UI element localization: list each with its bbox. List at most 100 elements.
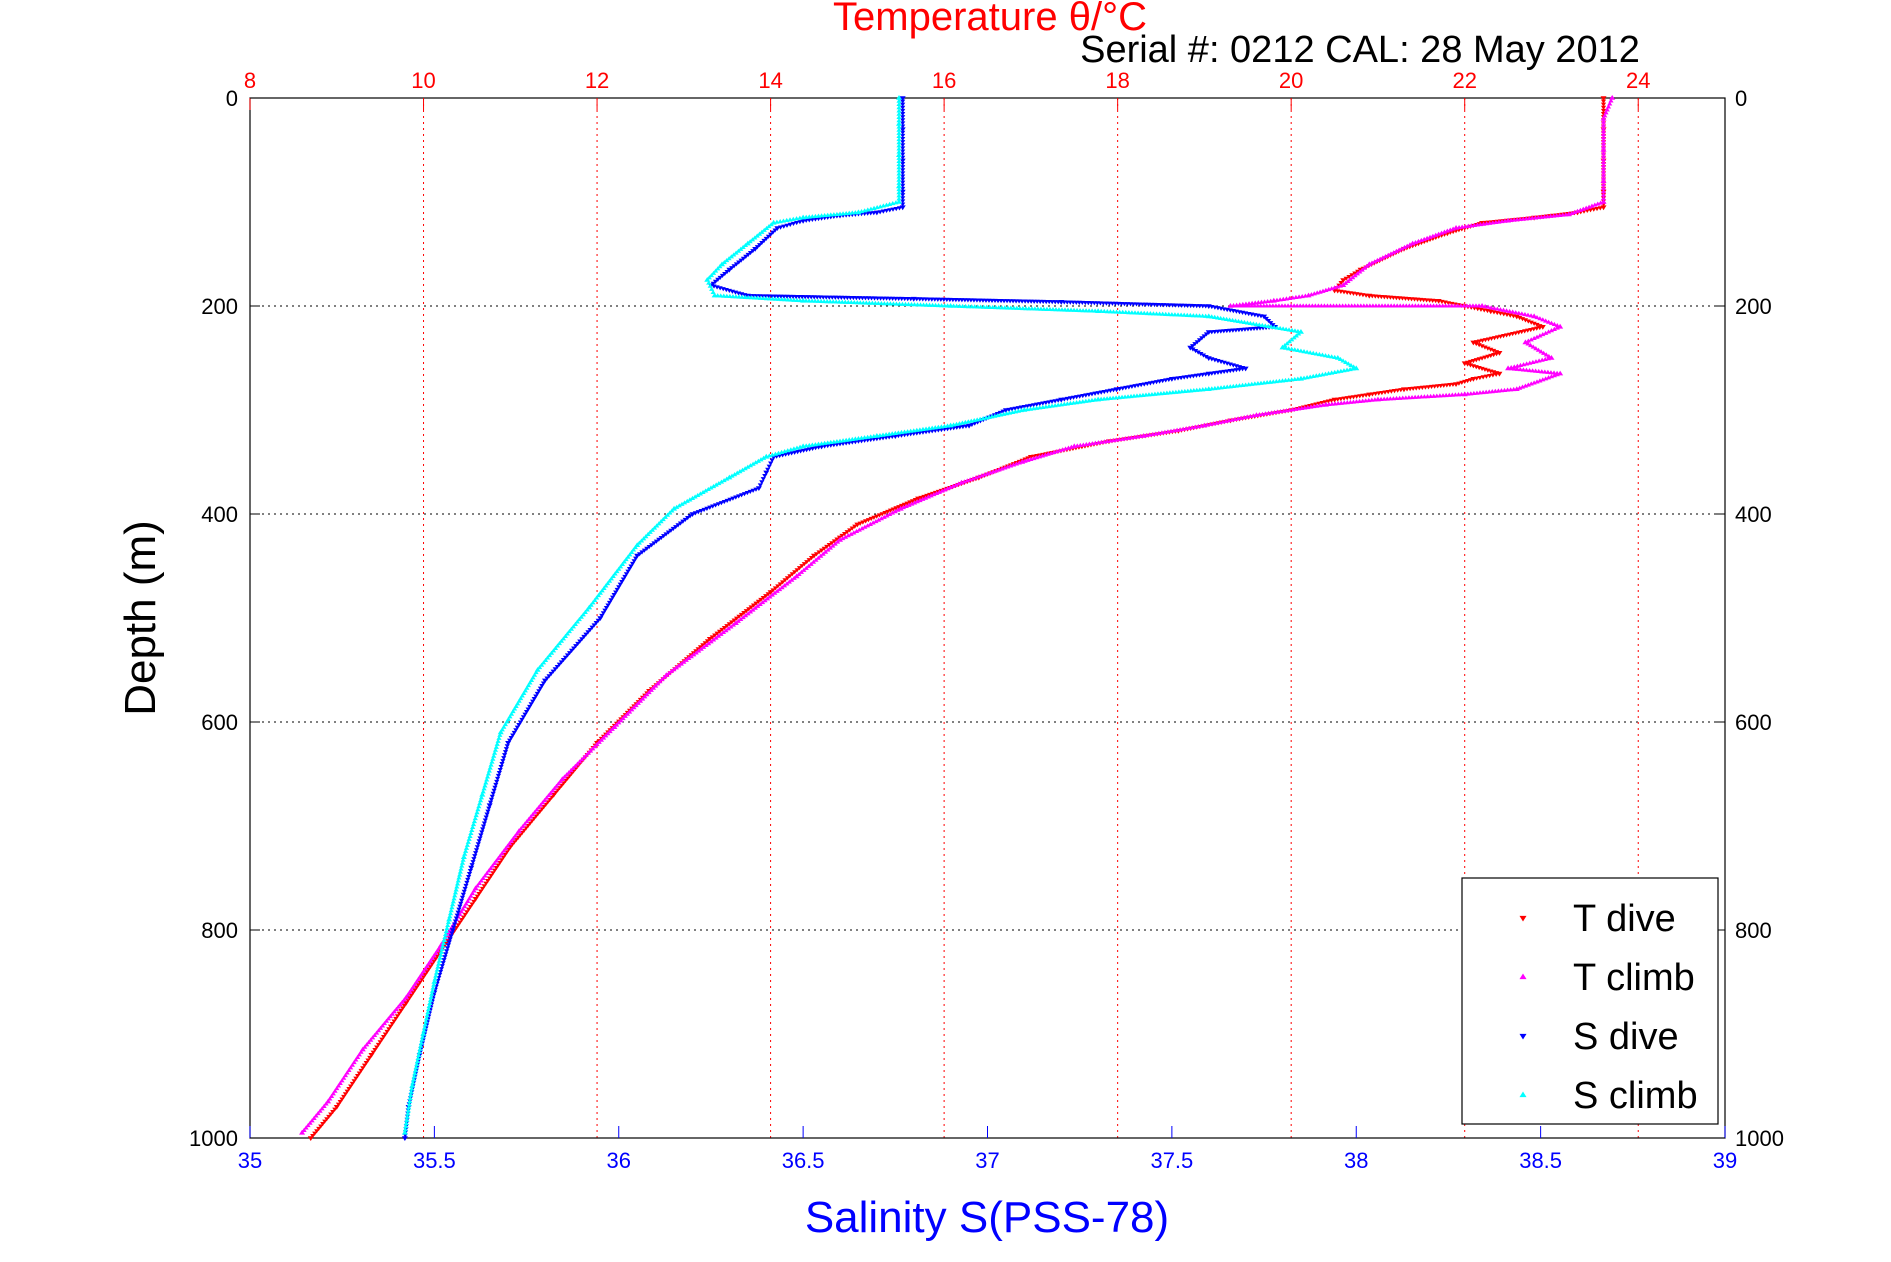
data-point	[554, 643, 561, 648]
data-point	[1356, 398, 1363, 403]
data-point	[577, 639, 583, 644]
data-point	[1271, 324, 1277, 330]
data-point	[498, 765, 504, 770]
data-point	[893, 506, 899, 511]
data-point	[1541, 350, 1547, 355]
data-point	[333, 1105, 340, 1110]
data-point	[1551, 321, 1557, 327]
data-point	[456, 907, 462, 912]
data-point	[718, 479, 725, 484]
data-point	[458, 866, 464, 871]
data-point	[1009, 409, 1016, 415]
data-point	[1212, 385, 1218, 391]
data-point	[328, 1112, 334, 1117]
data-point	[1268, 324, 1274, 329]
data-point	[460, 915, 467, 920]
data-point	[1513, 314, 1520, 320]
data-point	[1542, 356, 1548, 362]
data-point	[1049, 403, 1055, 408]
data-point	[465, 877, 471, 883]
data-point	[449, 931, 455, 936]
data-point	[929, 425, 935, 430]
data-point	[508, 838, 515, 843]
data-point	[1520, 367, 1526, 372]
data-point	[867, 521, 873, 526]
data-point	[1548, 370, 1554, 375]
data-point	[973, 475, 979, 480]
data-point	[896, 130, 902, 135]
data-point	[462, 886, 468, 891]
data-point	[344, 1089, 350, 1094]
data-point	[1338, 281, 1344, 286]
data-point	[503, 747, 509, 752]
data-point	[759, 229, 765, 234]
data-point	[883, 432, 889, 437]
data-point	[520, 823, 526, 829]
data-point	[907, 500, 913, 505]
data-point	[485, 771, 492, 776]
data-point	[1314, 403, 1320, 408]
tick-label-temperature: 18	[1105, 68, 1129, 93]
data-point	[1297, 329, 1304, 334]
data-point	[881, 514, 887, 519]
data-point	[402, 1127, 408, 1132]
data-point	[599, 588, 605, 593]
data-point	[695, 492, 701, 497]
data-point	[313, 1113, 319, 1118]
data-point	[900, 193, 906, 198]
data-point	[568, 767, 574, 773]
data-point	[1287, 407, 1293, 412]
data-point	[1258, 380, 1264, 385]
data-point	[486, 876, 493, 881]
data-point	[1010, 462, 1017, 467]
data-point	[483, 881, 489, 886]
data-point	[412, 988, 418, 993]
data-point	[728, 624, 734, 629]
data-point	[1586, 204, 1592, 209]
data-point	[596, 739, 602, 744]
data-point	[1310, 350, 1316, 355]
data-point	[723, 628, 729, 633]
data-point	[983, 415, 989, 420]
data-point	[407, 1099, 413, 1104]
data-point	[622, 713, 628, 718]
data-point	[1522, 383, 1529, 388]
data-point	[889, 510, 896, 515]
data-point	[1226, 418, 1232, 423]
data-point	[745, 464, 751, 469]
data-point	[846, 210, 852, 215]
data-point	[490, 791, 496, 796]
data-point	[620, 577, 626, 582]
data-point	[1522, 311, 1528, 317]
data-point	[791, 575, 797, 580]
data-point	[747, 489, 753, 494]
data-point	[880, 432, 886, 437]
data-point	[325, 1098, 332, 1104]
data-point	[1484, 221, 1490, 226]
data-point	[651, 525, 658, 530]
data-point	[1498, 388, 1505, 393]
data-point	[532, 809, 538, 814]
data-point	[379, 1037, 385, 1042]
data-point	[1548, 320, 1555, 325]
data-point	[1252, 300, 1258, 305]
data-point	[732, 472, 738, 477]
series-t-climb	[299, 95, 1616, 1135]
data-point	[384, 1029, 390, 1034]
data-point	[1526, 367, 1533, 373]
data-point	[1215, 315, 1221, 320]
data-point	[784, 581, 790, 586]
data-point	[884, 513, 890, 518]
data-point	[774, 219, 780, 224]
data-point	[1592, 202, 1598, 207]
data-point	[1385, 252, 1391, 257]
data-point	[502, 750, 509, 755]
data-point	[409, 1083, 416, 1088]
data-point	[1600, 182, 1607, 187]
data-point	[575, 641, 581, 647]
data-point	[1348, 362, 1354, 367]
data-point	[517, 720, 524, 725]
data-point	[581, 634, 587, 640]
data-point	[1307, 374, 1313, 379]
data-point	[895, 430, 901, 435]
